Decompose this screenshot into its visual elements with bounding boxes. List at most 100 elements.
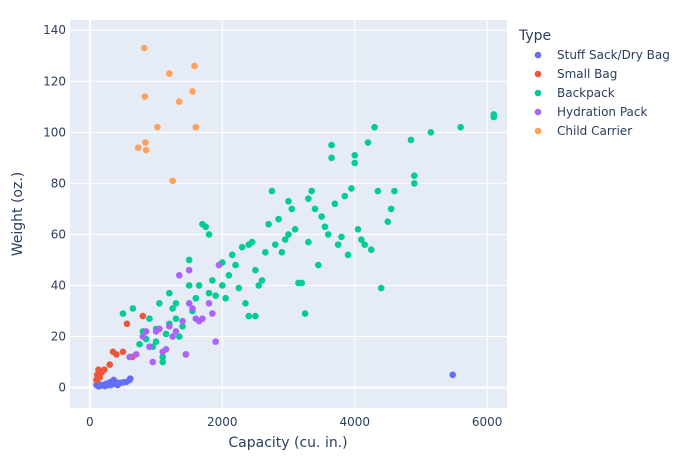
data-point[interactable] [185, 256, 193, 264]
data-point[interactable] [391, 187, 398, 195]
data-point[interactable] [119, 348, 127, 356]
data-point[interactable] [159, 353, 166, 361]
data-point[interactable] [140, 44, 148, 52]
data-point[interactable] [132, 351, 140, 358]
data-point[interactable] [344, 251, 352, 259]
data-point[interactable] [139, 312, 147, 320]
data-point[interactable] [338, 233, 345, 241]
data-point[interactable] [192, 294, 200, 302]
data-point[interactable] [271, 241, 279, 248]
data-point[interactable] [358, 236, 365, 243]
legend-item[interactable]: Backpack [534, 86, 615, 100]
data-point[interactable] [175, 98, 183, 105]
data-point[interactable] [172, 315, 180, 322]
data-point[interactable] [142, 146, 150, 154]
data-point[interactable] [169, 305, 176, 312]
legend[interactable]: Type Stuff Sack/Dry Bag Small Bag Backpack… [518, 28, 670, 138]
data-point[interactable] [367, 246, 375, 254]
data-point[interactable] [179, 323, 186, 330]
data-point[interactable] [205, 289, 213, 297]
data-point[interactable] [288, 205, 296, 213]
data-point[interactable] [175, 333, 183, 340]
data-point[interactable] [305, 195, 312, 202]
data-point[interactable] [285, 231, 292, 238]
data-point[interactable] [179, 317, 186, 325]
data-point[interactable] [490, 113, 498, 121]
data-point[interactable] [182, 351, 190, 358]
data-point[interactable] [222, 294, 229, 302]
data-point[interactable] [126, 353, 133, 361]
data-point[interactable] [146, 343, 153, 351]
legend-item[interactable]: Child Carrier [534, 124, 632, 138]
data-point[interactable] [141, 93, 149, 100]
data-point[interactable] [255, 282, 263, 289]
data-point[interactable] [154, 123, 161, 131]
data-point[interactable] [308, 187, 315, 195]
data-point[interactable] [172, 300, 180, 307]
data-point[interactable] [126, 375, 134, 382]
data-point[interactable] [142, 139, 149, 146]
data-point[interactable] [457, 123, 464, 131]
data-point[interactable] [209, 310, 216, 317]
data-point[interactable] [334, 241, 342, 248]
data-point[interactable] [407, 136, 415, 144]
data-point[interactable] [301, 310, 309, 317]
data-point[interactable] [185, 282, 193, 289]
data-point[interactable] [212, 338, 219, 345]
data-point[interactable] [291, 226, 299, 233]
data-point[interactable] [387, 205, 395, 213]
data-point[interactable] [195, 282, 203, 289]
data-point[interactable] [96, 374, 104, 381]
data-point[interactable] [427, 129, 435, 136]
data-point[interactable] [341, 192, 349, 200]
data-point[interactable] [252, 312, 259, 320]
data-point[interactable] [265, 220, 272, 228]
data-point[interactable] [129, 305, 137, 312]
data-point[interactable] [119, 310, 127, 317]
data-point[interactable] [156, 325, 163, 333]
data-point[interactable] [384, 218, 392, 225]
data-point[interactable] [411, 180, 418, 187]
data-point[interactable] [228, 251, 236, 259]
data-point[interactable] [185, 266, 193, 274]
data-point[interactable] [192, 123, 200, 131]
data-point[interactable] [172, 328, 180, 335]
data-point[interactable] [209, 277, 216, 284]
data-point[interactable] [169, 333, 176, 340]
data-point[interactable] [252, 266, 259, 274]
data-point[interactable] [189, 305, 196, 312]
data-point[interactable] [106, 361, 114, 368]
data-point[interactable] [113, 351, 120, 358]
data-point[interactable] [149, 358, 157, 366]
data-point[interactable] [225, 271, 233, 279]
data-point[interactable] [123, 320, 131, 328]
data-point[interactable] [169, 177, 176, 185]
legend-item[interactable]: Small Bag [534, 67, 618, 81]
data-point[interactable] [191, 62, 198, 70]
data-point[interactable] [189, 88, 196, 95]
data-point[interactable] [242, 300, 249, 307]
data-point[interactable] [101, 366, 108, 374]
data-point[interactable] [321, 223, 329, 231]
legend-item[interactable]: Hydration Pack [534, 105, 648, 119]
data-point[interactable] [305, 238, 312, 246]
data-point[interactable] [202, 223, 210, 231]
data-point[interactable] [258, 277, 266, 284]
data-point[interactable] [351, 159, 359, 167]
data-point[interactable] [146, 315, 153, 322]
data-point[interactable] [152, 338, 160, 345]
data-point[interactable] [248, 238, 256, 246]
data-point[interactable] [298, 279, 306, 287]
data-point[interactable] [212, 292, 219, 299]
data-point[interactable] [278, 248, 286, 256]
data-point[interactable] [215, 261, 223, 269]
data-point[interactable] [328, 141, 335, 149]
data-point[interactable] [364, 139, 372, 146]
data-point[interactable] [205, 231, 213, 238]
data-point[interactable] [377, 284, 385, 292]
data-point[interactable] [159, 358, 166, 366]
data-point[interactable] [245, 312, 253, 320]
data-point[interactable] [162, 345, 170, 353]
data-point[interactable] [411, 172, 418, 180]
data-point[interactable] [136, 340, 143, 348]
